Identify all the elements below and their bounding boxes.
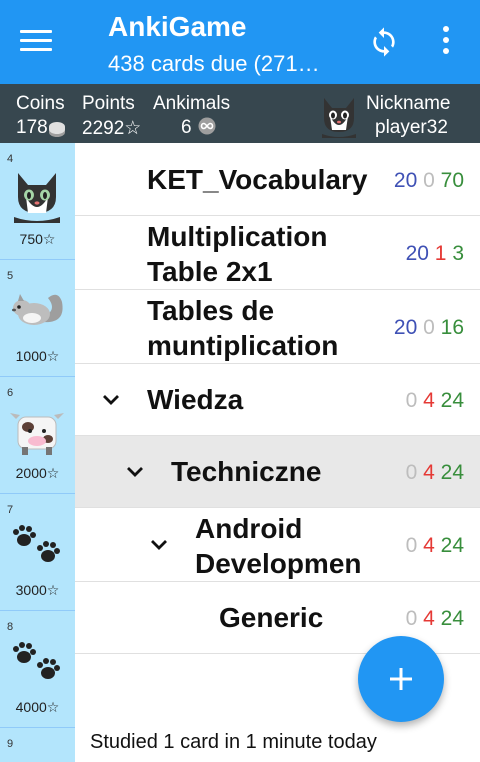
coins-value: 178 <box>16 117 65 139</box>
deck-name: Wiedza <box>147 384 244 415</box>
more-vert-icon[interactable] <box>434 26 458 58</box>
ankimal-number: 9 <box>7 738 14 750</box>
infinity-icon <box>198 117 216 135</box>
new-count: 0 <box>405 461 418 484</box>
ankimal-price: 1000☆ <box>15 348 60 364</box>
study-summary: Studied 1 card in 1 minute today <box>90 731 377 753</box>
review-count: 70 <box>440 169 464 192</box>
sync-icon[interactable] <box>368 26 400 58</box>
paw-prints-icon <box>8 518 66 574</box>
add-button[interactable] <box>358 636 444 722</box>
points-value: 2292☆ <box>82 118 142 139</box>
menu-icon[interactable] <box>20 30 52 54</box>
new-count: 0 <box>405 534 418 557</box>
review-count: 3 <box>452 242 464 265</box>
ankimal-item[interactable]: 4 750☆ <box>0 143 75 260</box>
plus-icon <box>390 668 412 690</box>
deck-counts: 20 1 3 <box>406 242 464 266</box>
app-title: AnkiGame <box>108 11 247 42</box>
ankimal-item[interactable]: 7 3000☆ <box>0 494 75 611</box>
points-label: Points <box>82 93 135 114</box>
avatar-cat-icon[interactable] <box>316 94 362 138</box>
ankimal-sidebar: 4 750☆ 5 <box>0 143 75 762</box>
app-bar: AnkiGame 438 cards due (271… <box>0 0 480 84</box>
deck-counts: 0 4 24 <box>406 534 464 558</box>
deck-counts: 0 4 24 <box>406 461 464 485</box>
ankimal-number: 4 <box>7 153 14 165</box>
ankimal-number: 5 <box>7 270 14 282</box>
ankimal-price: 4000☆ <box>15 699 60 715</box>
deck-name: Android Developmen <box>195 513 362 579</box>
cow-icon <box>8 401 66 457</box>
deck-row[interactable]: Multiplication Table 2x1 20 1 3 <box>75 216 480 290</box>
deck-name: Generic <box>219 602 324 633</box>
ankimal-item[interactable]: 9 <box>0 728 75 762</box>
cat-icon <box>8 167 66 223</box>
new-count: 0 <box>405 607 418 630</box>
deck-counts: 20 0 70 <box>394 169 464 193</box>
new-count: 20 <box>393 169 418 192</box>
ankimal-price: 3000☆ <box>15 582 60 598</box>
ankimal-price: 2000☆ <box>15 465 60 481</box>
nickname-label: Nickname <box>366 93 451 114</box>
chevron-down-icon[interactable] <box>123 460 147 484</box>
ankimals-label: Ankimals <box>153 93 231 114</box>
ankimal-item[interactable]: 6 2000☆ <box>0 377 75 494</box>
deck-row[interactable]: Android Developmen 0 4 24 <box>75 508 480 582</box>
ankimals-value: 6 <box>181 117 217 139</box>
nickname-value[interactable]: player32 <box>375 117 448 138</box>
review-count: 24 <box>440 534 464 557</box>
review-count: 24 <box>440 461 464 484</box>
deck-row[interactable]: KET_Vocabulary 20 0 70 <box>75 143 480 216</box>
learn-count: 0 <box>423 169 435 192</box>
deck-name: Techniczne <box>171 456 322 487</box>
deck-row[interactable]: Techniczne 0 4 24 <box>75 436 480 508</box>
deck-counts: 0 4 24 <box>406 389 464 413</box>
ankimal-number: 8 <box>7 621 14 633</box>
ankimal-item[interactable]: 5 1000☆ <box>0 260 75 377</box>
coin-icon <box>48 122 65 134</box>
deck-row[interactable]: Wiedza 0 4 24 <box>75 364 480 436</box>
review-count: 24 <box>440 607 464 630</box>
ankimal-number: 6 <box>7 387 14 399</box>
learn-count: 4 <box>423 389 435 412</box>
review-count: 16 <box>440 316 464 339</box>
squirrel-icon <box>8 284 66 340</box>
deck-name: Tables de muntiplication <box>147 295 339 361</box>
coins-label: Coins <box>16 93 65 114</box>
ankimal-price: 750☆ <box>19 231 56 247</box>
stats-bar: Coins 178 Points 2292☆ Ankimals 6 <box>0 84 480 143</box>
learn-count: 0 <box>423 316 435 339</box>
deck-name: Multiplication Table 2x1 <box>147 221 328 287</box>
learn-count: 1 <box>434 242 447 265</box>
deck-name: KET_Vocabulary <box>147 164 368 195</box>
deck-row[interactable]: Tables de muntiplication 20 0 16 <box>75 290 480 364</box>
chevron-down-icon[interactable] <box>147 533 171 557</box>
ankimal-number: 7 <box>7 504 14 516</box>
cards-due-subtitle: 438 cards due (271… <box>108 51 320 76</box>
deck-counts: 20 0 16 <box>394 316 464 340</box>
learn-count: 4 <box>423 461 435 484</box>
paw-prints-icon <box>8 635 66 691</box>
chevron-down-icon[interactable] <box>99 388 123 412</box>
learn-count: 4 <box>423 534 435 557</box>
ankimal-item[interactable]: 8 4000☆ <box>0 611 75 728</box>
new-count: 20 <box>393 316 418 339</box>
new-count: 20 <box>405 242 429 265</box>
deck-counts: 0 4 24 <box>406 607 464 631</box>
review-count: 24 <box>440 389 464 412</box>
learn-count: 4 <box>423 607 435 630</box>
new-count: 0 <box>405 389 418 412</box>
